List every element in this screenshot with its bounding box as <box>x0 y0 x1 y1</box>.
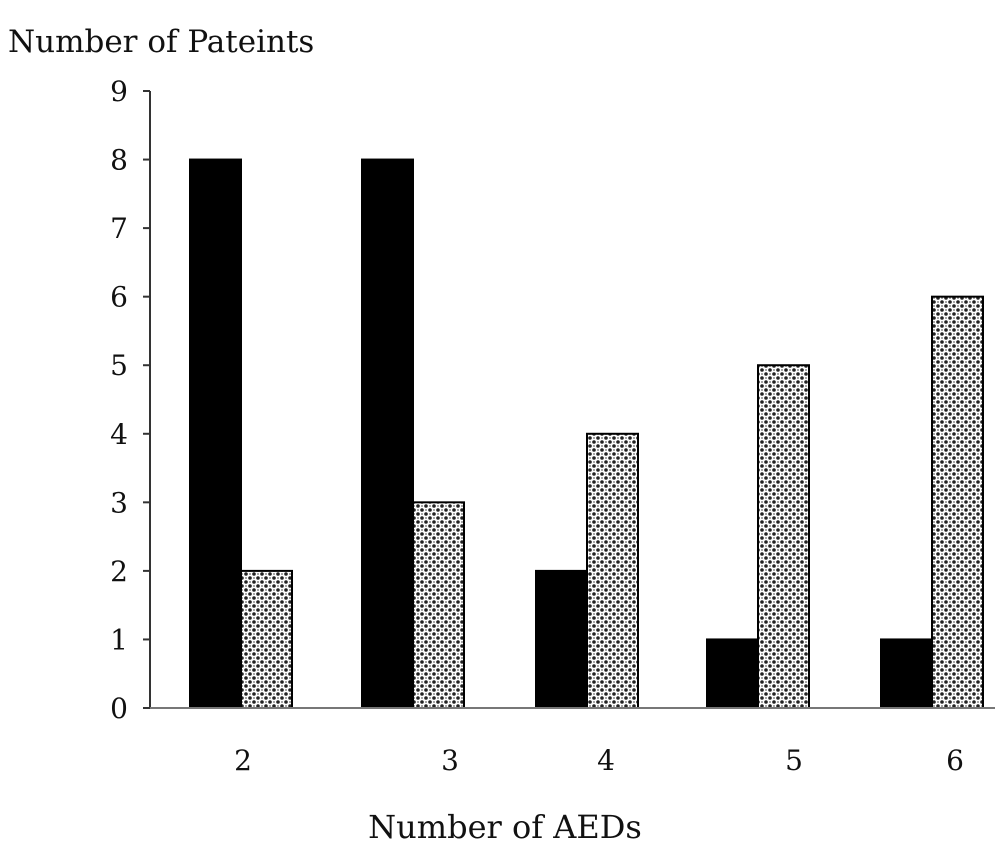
y-tick-label: 7 <box>110 212 128 245</box>
y-axis-ticks: 0 1 2 3 4 5 6 7 8 9 <box>110 75 150 725</box>
x-tick-label: 3 <box>441 744 459 777</box>
y-tick-label: 8 <box>110 144 128 177</box>
y-tick-label: 9 <box>110 75 128 108</box>
x-tick-label: 4 <box>597 744 615 777</box>
bars-group <box>189 158 984 710</box>
y-tick-label: 5 <box>110 349 128 382</box>
y-tick-label: 2 <box>110 555 128 588</box>
bar-patterned-5 <box>757 364 810 709</box>
x-tick-label: 2 <box>234 744 252 777</box>
bar-solid-4 <box>535 569 588 710</box>
bar-solid-2 <box>189 158 242 710</box>
y-tick-label: 4 <box>110 418 128 451</box>
bar-solid-6 <box>880 638 933 710</box>
y-tick-label: 6 <box>110 281 128 314</box>
bar-patterned-6 <box>931 295 984 709</box>
x-axis-title: Number of AEDs <box>368 808 642 846</box>
y-axis-title: Number of Pateints <box>8 24 315 60</box>
bar-solid-3 <box>361 158 414 710</box>
bar-patterned-4 <box>586 432 639 709</box>
x-tick-label: 6 <box>946 744 964 777</box>
x-tick-label: 5 <box>785 744 803 777</box>
bar-patterned-3 <box>412 501 465 710</box>
bar-solid-5 <box>706 638 759 710</box>
y-tick-label: 3 <box>110 486 128 519</box>
y-tick-label: 1 <box>110 623 128 656</box>
y-tick-label: 0 <box>110 692 128 725</box>
x-axis-ticks: 2 3 4 5 6 <box>234 744 964 777</box>
bar-patterned-2 <box>240 569 293 710</box>
